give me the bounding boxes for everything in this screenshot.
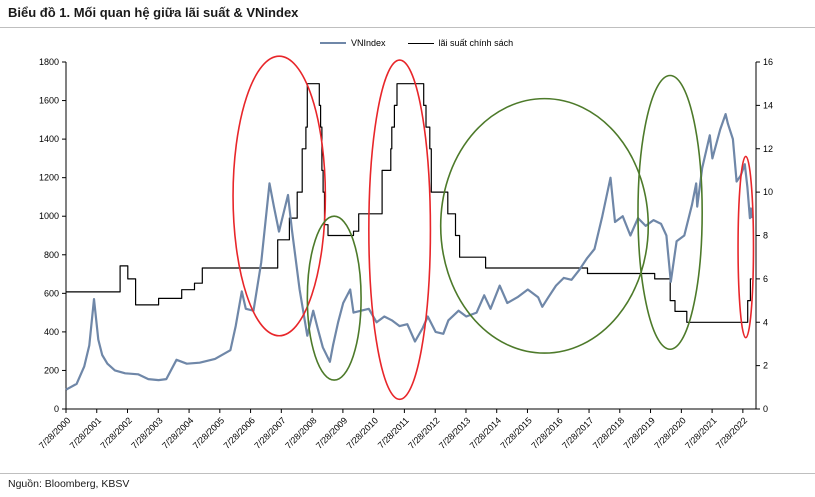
y-left-tick-label: 1400: [39, 134, 59, 144]
x-tick-label: 7/28/2000: [37, 415, 72, 450]
x-tick-label: 7/28/2011: [376, 415, 411, 450]
page-title: Biểu đồ 1. Mối quan hệ giữa lãi suất & V…: [8, 5, 299, 20]
x-tick-label: 7/28/2004: [160, 415, 195, 450]
y-left-tick-label: 600: [44, 288, 59, 298]
x-tick-label: 7/28/2019: [622, 415, 657, 450]
title-divider: [0, 27, 815, 28]
y-left-tick-label: 1600: [39, 96, 59, 106]
y-left-tick-label: 800: [44, 250, 59, 260]
x-tick-label: 7/28/2005: [191, 415, 226, 450]
annotation-ellipse-green: [637, 74, 703, 351]
y-left-tick-label: 1000: [39, 211, 59, 221]
y-left-tick-label: 1800: [39, 57, 59, 67]
y-right-tick-label: 6: [763, 274, 768, 284]
annotation-ellipse-green: [439, 97, 650, 354]
x-tick-label: 7/28/2003: [129, 415, 164, 450]
y-left-tick-label: 200: [44, 365, 59, 375]
series-rate-group: [66, 83, 752, 323]
legend-item-vnindex: VNIndex: [320, 38, 386, 48]
x-tick-label: 7/28/2009: [314, 415, 349, 450]
y-right-tick-label: 8: [763, 231, 768, 241]
x-tick-label: 7/28/2021: [683, 415, 718, 450]
x-tick-label: 7/28/2008: [283, 415, 318, 450]
y-left-tick-label: 1200: [39, 173, 59, 183]
x-tick-label: 7/28/2018: [591, 415, 626, 450]
series-line-vnindex: [65, 112, 753, 391]
x-tick-label: 7/28/2015: [498, 415, 533, 450]
y-left-tick-label: 400: [44, 327, 59, 337]
annotation-ellipse-red: [737, 155, 755, 339]
x-tick-label: 7/28/2010: [345, 415, 380, 450]
y-right-tick-label: 14: [763, 100, 773, 110]
annotation-ellipse-red: [232, 55, 327, 337]
chart-axes: 0 200 400 600 800 1000 1200 1400 1600 1800 0 2 4 6 8 10…: [37, 57, 773, 451]
chart-legend: VNIndex lãi suất chính sách: [320, 38, 535, 48]
x-tick-label: 7/28/2016: [529, 415, 564, 450]
x-tick-label: 7/28/2020: [652, 415, 687, 450]
source-divider: [0, 473, 815, 474]
y-right-tick-label: 10: [763, 187, 773, 197]
x-tick-label: 7/28/2007: [252, 415, 287, 450]
x-tick-label: 7/28/2017: [560, 415, 595, 450]
legend-swatch-rate: [407, 42, 434, 44]
x-tick-label: 7/28/2022: [714, 415, 749, 450]
legend-label-rate: lãi suất chính sách: [438, 38, 514, 48]
x-tick-label: 7/28/2002: [99, 415, 134, 450]
x-tick-label: 7/28/2001: [68, 415, 103, 450]
y-left-tick-label: 0: [54, 404, 59, 414]
annotation-ellipse-green: [306, 215, 362, 381]
x-tick-label: 7/28/2012: [406, 415, 441, 450]
legend-item-rate: lãi suất chính sách: [407, 38, 514, 48]
y-right-tick-label: 12: [763, 144, 773, 154]
series-line-policy-rate: [66, 83, 752, 323]
x-tick-label: 7/28/2006: [222, 415, 257, 450]
y-right-tick-label: 4: [763, 317, 768, 327]
y-right-tick-label: 16: [763, 57, 773, 67]
chart-source: Nguồn: Bloomberg, KBSV: [8, 478, 130, 490]
annotation-ellipse-red: [368, 59, 432, 401]
series-vnindex-group: [65, 112, 753, 391]
chart-canvas: 0 200 400 600 800 1000 1200 1400 1600 1800 0 2 4 6 8 10…: [37, 55, 773, 451]
legend-label-vnindex: VNIndex: [351, 38, 386, 48]
x-tick-label: 7/28/2013: [437, 415, 472, 450]
annotation-group: [232, 55, 755, 401]
y-right-tick-label: 2: [763, 361, 768, 371]
x-tick-label: 7/28/2014: [468, 415, 503, 450]
legend-swatch-vnindex: [320, 42, 346, 44]
y-right-tick-label: 0: [763, 404, 768, 414]
